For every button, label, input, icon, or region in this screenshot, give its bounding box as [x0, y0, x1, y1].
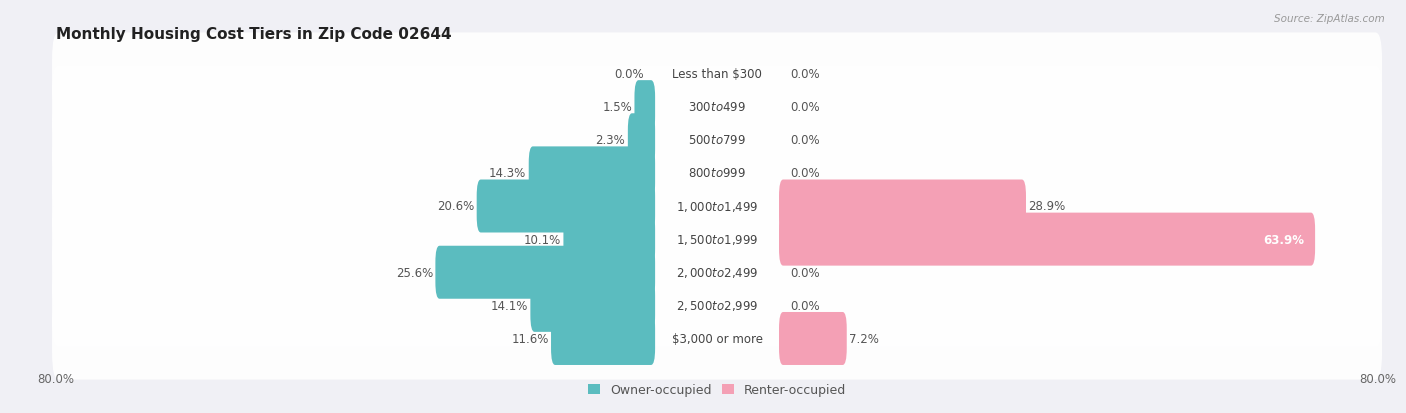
- FancyBboxPatch shape: [628, 114, 655, 167]
- Text: 0.0%: 0.0%: [790, 134, 820, 147]
- Text: Monthly Housing Cost Tiers in Zip Code 02644: Monthly Housing Cost Tiers in Zip Code 0…: [56, 26, 451, 41]
- Text: Source: ZipAtlas.com: Source: ZipAtlas.com: [1274, 14, 1385, 24]
- FancyBboxPatch shape: [52, 33, 1382, 115]
- FancyBboxPatch shape: [530, 279, 655, 332]
- Text: 0.0%: 0.0%: [790, 266, 820, 279]
- Text: 20.6%: 20.6%: [437, 200, 474, 213]
- Text: $800 to $999: $800 to $999: [688, 167, 747, 180]
- Text: 14.1%: 14.1%: [491, 299, 527, 312]
- FancyBboxPatch shape: [779, 213, 1315, 266]
- Text: 0.0%: 0.0%: [790, 167, 820, 180]
- FancyBboxPatch shape: [529, 147, 655, 200]
- FancyBboxPatch shape: [52, 133, 1382, 214]
- Text: 28.9%: 28.9%: [1028, 200, 1066, 213]
- Text: 1.5%: 1.5%: [602, 101, 631, 114]
- Text: $1,000 to $1,499: $1,000 to $1,499: [676, 199, 758, 214]
- Text: $500 to $799: $500 to $799: [688, 134, 747, 147]
- FancyBboxPatch shape: [52, 199, 1382, 280]
- FancyBboxPatch shape: [477, 180, 655, 233]
- Text: 11.6%: 11.6%: [512, 332, 548, 345]
- FancyBboxPatch shape: [52, 166, 1382, 247]
- FancyBboxPatch shape: [436, 246, 655, 299]
- Text: $2,500 to $2,999: $2,500 to $2,999: [676, 299, 758, 313]
- Text: 25.6%: 25.6%: [395, 266, 433, 279]
- FancyBboxPatch shape: [52, 66, 1382, 148]
- FancyBboxPatch shape: [634, 81, 655, 134]
- Text: 0.0%: 0.0%: [790, 68, 820, 81]
- Text: 14.3%: 14.3%: [489, 167, 526, 180]
- FancyBboxPatch shape: [779, 180, 1026, 233]
- FancyBboxPatch shape: [52, 232, 1382, 313]
- Text: 7.2%: 7.2%: [849, 332, 879, 345]
- Text: 0.0%: 0.0%: [790, 299, 820, 312]
- Text: $300 to $499: $300 to $499: [688, 101, 747, 114]
- Text: 63.9%: 63.9%: [1264, 233, 1305, 246]
- Text: $2,000 to $2,499: $2,000 to $2,499: [676, 266, 758, 280]
- Text: 0.0%: 0.0%: [790, 101, 820, 114]
- FancyBboxPatch shape: [52, 298, 1382, 380]
- FancyBboxPatch shape: [564, 213, 655, 266]
- Text: $3,000 or more: $3,000 or more: [672, 332, 762, 345]
- Text: 0.0%: 0.0%: [614, 68, 644, 81]
- Text: Less than $300: Less than $300: [672, 68, 762, 81]
- Text: 10.1%: 10.1%: [523, 233, 561, 246]
- FancyBboxPatch shape: [52, 265, 1382, 347]
- FancyBboxPatch shape: [779, 312, 846, 365]
- FancyBboxPatch shape: [551, 312, 655, 365]
- Text: $1,500 to $1,999: $1,500 to $1,999: [676, 233, 758, 247]
- FancyBboxPatch shape: [52, 100, 1382, 181]
- Text: 2.3%: 2.3%: [596, 134, 626, 147]
- Legend: Owner-occupied, Renter-occupied: Owner-occupied, Renter-occupied: [582, 378, 852, 401]
